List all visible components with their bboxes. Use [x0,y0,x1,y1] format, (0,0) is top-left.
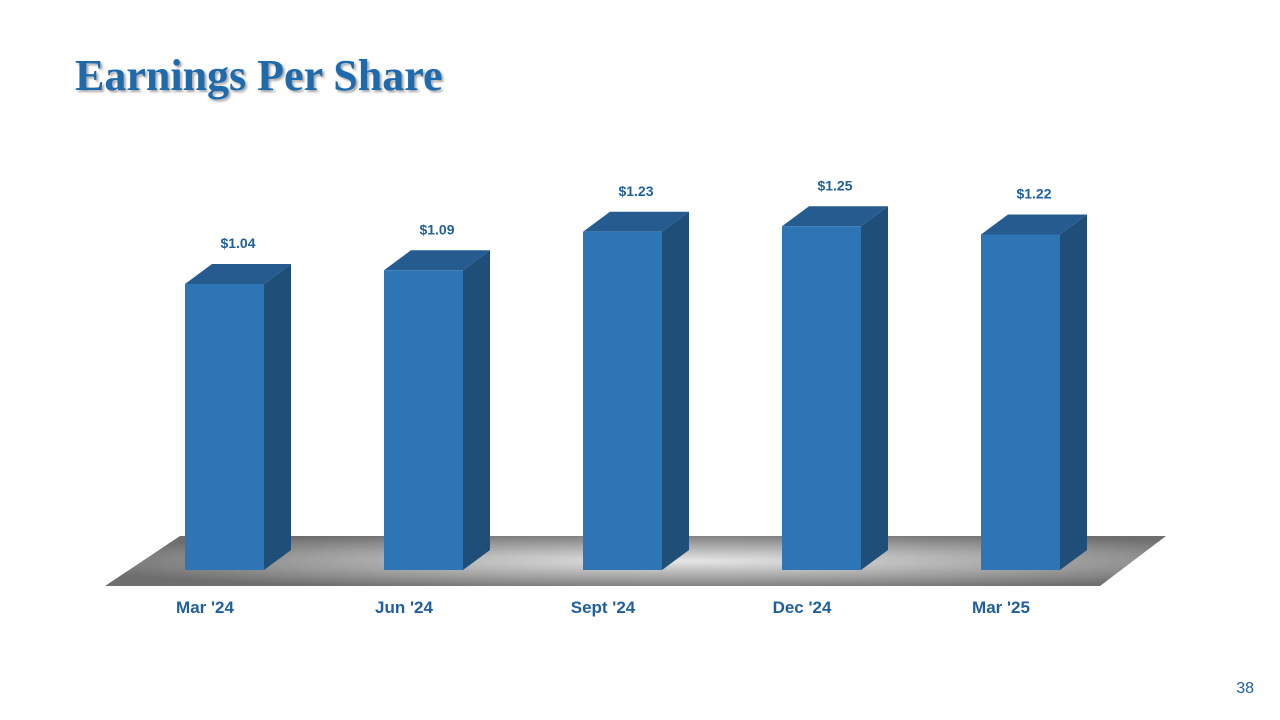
page-number: 38 [1236,680,1254,697]
bar-front [185,284,264,570]
bar [782,206,888,570]
bar-side [463,250,490,570]
bar-side [861,206,888,570]
bar-side [264,264,291,570]
bar-front [782,226,861,570]
bar [583,211,689,570]
bar-side [662,211,689,570]
bar [981,214,1087,570]
value-label: $1.22 [1016,186,1051,202]
bar-front [981,234,1060,570]
bar-side [1060,214,1087,570]
value-label: $1.04 [220,235,255,251]
bar-top [583,211,689,232]
bar-top [782,206,888,227]
plot-area: $1.04 Mar '24 $1.09 Jun '24 $1.23 Sept '24 $1.… [176,177,1087,617]
bar-front [384,270,463,570]
x-tick-label: Mar '24 [176,598,234,617]
x-tick-label: Dec '24 [773,598,832,617]
bar-top [981,214,1087,235]
value-label: $1.25 [817,177,852,193]
bar [185,264,291,570]
x-tick-label: Jun '24 [375,598,433,617]
value-label: $1.09 [419,221,454,237]
bar [384,250,490,570]
bar-front [583,231,662,570]
value-label: $1.23 [618,183,653,199]
bar-top [185,264,291,284]
chart-title: Earnings Per Share [75,51,443,100]
x-tick-label: Mar '25 [972,598,1030,617]
x-tick-label: Sept '24 [571,598,636,617]
bar-top [384,250,490,271]
